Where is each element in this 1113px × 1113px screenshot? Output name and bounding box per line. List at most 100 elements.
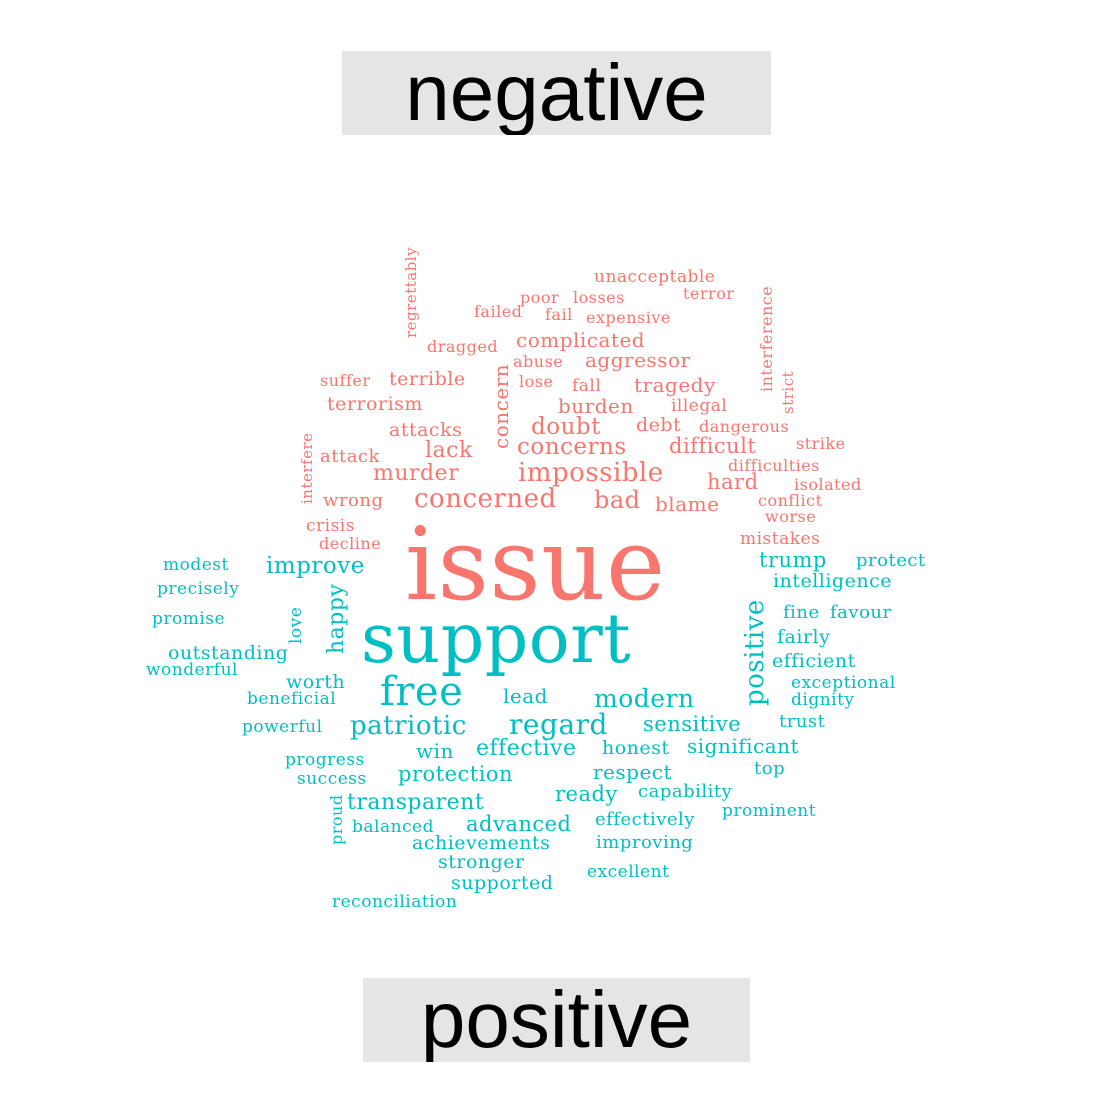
word-concern: concern	[489, 363, 513, 449]
word-strict: strict	[779, 370, 797, 414]
word-improve: improve	[266, 553, 365, 579]
word-terror: terror	[683, 284, 735, 303]
word-mistakes: mistakes	[740, 529, 821, 549]
word-stronger: stronger	[438, 851, 525, 873]
word-difficult: difficult	[669, 434, 757, 458]
word-support: support	[361, 600, 632, 679]
word-supported: supported	[451, 872, 554, 894]
word-hard: hard	[707, 470, 759, 494]
word-poor: poor	[520, 288, 560, 307]
word-modern: modern	[594, 684, 695, 713]
word-attacks: attacks	[389, 419, 463, 441]
word-debt: debt	[636, 414, 682, 436]
word-impossible: impossible	[518, 458, 664, 488]
word-favour: favour	[830, 602, 892, 623]
group-label-positive: positive	[363, 978, 750, 1062]
word-terrible: terrible	[389, 368, 466, 390]
word-respect: respect	[593, 760, 673, 784]
word-reconciliation: reconciliation	[332, 892, 458, 912]
word-isolated: isolated	[794, 475, 862, 494]
word-significant: significant	[687, 734, 800, 758]
group-label-negative: negative	[342, 51, 771, 135]
word-unacceptable: unacceptable	[594, 267, 716, 287]
word-patriotic: patriotic	[350, 711, 467, 741]
word-dangerous: dangerous	[699, 417, 790, 436]
word-promise: promise	[152, 609, 226, 629]
word-efficient: efficient	[772, 650, 856, 672]
word-aggressor: aggressor	[585, 348, 691, 372]
word-losses: losses	[573, 288, 625, 307]
word-bad: bad	[594, 486, 641, 514]
word-trust: trust	[779, 711, 826, 732]
word-burden: burden	[558, 394, 634, 418]
word-protect: protect	[856, 550, 926, 571]
word-crisis: crisis	[306, 516, 355, 536]
word-interfere: interfere	[298, 432, 316, 504]
word-worse: worse	[765, 507, 817, 526]
word-terrorism: terrorism	[327, 393, 423, 415]
word-achievements: achievements	[412, 832, 551, 854]
word-happy: happy	[324, 583, 349, 655]
word-prominent: prominent	[722, 801, 817, 821]
word-tragedy: tragedy	[634, 373, 716, 397]
word-expensive: expensive	[586, 308, 671, 327]
word-blame: blame	[655, 492, 720, 516]
word-proud: proud	[327, 794, 346, 845]
word-effective: effective	[476, 736, 577, 761]
word-wrong: wrong	[323, 490, 384, 511]
word-beneficial: beneficial	[247, 689, 337, 709]
word-dragged: dragged	[427, 337, 499, 356]
word-illegal: illegal	[671, 396, 728, 416]
word-concerns: concerns	[517, 434, 627, 460]
word-excellent: excellent	[587, 862, 670, 882]
word-sensitive: sensitive	[643, 712, 742, 736]
word-attack: attack	[320, 446, 380, 467]
word-suffer: suffer	[320, 371, 371, 390]
word-lack: lack	[425, 438, 473, 463]
word-honest: honest	[602, 737, 670, 759]
word-interference: interference	[757, 285, 776, 393]
word-doubt: doubt	[531, 414, 601, 440]
word-ready: ready	[555, 782, 618, 806]
word-balanced: balanced	[352, 817, 435, 837]
word-outstanding: outstanding	[168, 642, 289, 664]
word-love: love	[286, 606, 306, 645]
word-lead: lead	[503, 684, 548, 708]
word-abuse: abuse	[513, 352, 564, 371]
word-lose: lose	[519, 372, 554, 391]
word-protection: protection	[398, 762, 514, 786]
word-progress: progress	[285, 750, 365, 770]
word-dignity: dignity	[791, 690, 855, 710]
word-success: success	[297, 769, 367, 789]
word-effectively: effectively	[595, 809, 695, 830]
word-difficulties: difficulties	[728, 456, 820, 475]
word-powerful: powerful	[242, 717, 323, 737]
word-capability: capability	[638, 781, 733, 802]
word-precisely: precisely	[157, 579, 240, 599]
word-failed: failed	[474, 302, 523, 321]
word-worth: worth	[286, 671, 346, 693]
word-intelligence: intelligence	[773, 570, 892, 592]
word-decline: decline	[319, 534, 382, 553]
word-issue: issue	[405, 506, 666, 623]
word-win: win	[416, 739, 454, 763]
word-transparent: transparent	[347, 790, 485, 815]
word-complicated: complicated	[516, 328, 646, 352]
word-modest: modest	[163, 555, 229, 575]
word-top: top	[754, 758, 786, 779]
word-fine: fine	[783, 602, 820, 623]
word-conflict: conflict	[758, 491, 823, 510]
word-positive: positive	[740, 599, 770, 706]
word-murder: murder	[373, 461, 460, 486]
word-fairly: fairly	[777, 626, 831, 648]
word-improving: improving	[596, 832, 694, 853]
word-concerned: concerned	[414, 484, 557, 514]
word-free: free	[380, 669, 464, 715]
word-wonderful: wonderful	[146, 660, 238, 680]
word-regrettably: regrettably	[402, 247, 420, 339]
word-strike: strike	[796, 434, 846, 453]
word-advanced: advanced	[466, 812, 572, 836]
word-fail: fail	[545, 305, 573, 324]
word-exceptional: exceptional	[791, 673, 896, 693]
